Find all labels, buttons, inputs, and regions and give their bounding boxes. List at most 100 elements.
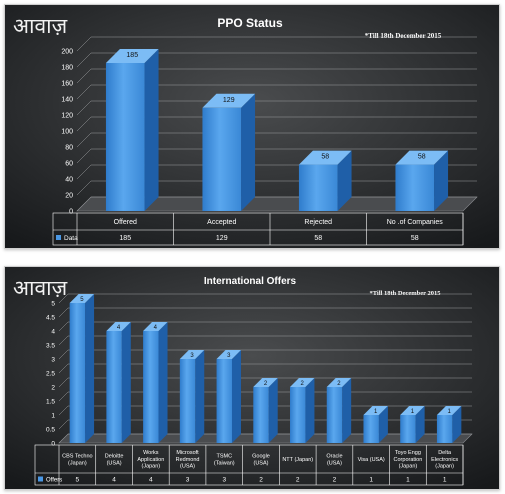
- bar-side: [121, 322, 131, 443]
- bar-top: [363, 406, 388, 415]
- bar-side: [241, 93, 256, 211]
- gridline-depth: [58, 419, 69, 430]
- bar-value-label: 58: [418, 154, 426, 161]
- gridline-depth: [76, 52, 92, 68]
- bar-value-label: 2: [301, 381, 305, 387]
- bar-top: [105, 49, 159, 63]
- category-label-line: (Japan): [399, 464, 418, 470]
- bar-value-label: 3: [227, 353, 231, 359]
- bar: [395, 164, 435, 211]
- y-tick-label: 60: [65, 161, 73, 168]
- legend-key: [56, 235, 61, 240]
- data-table-value: 1: [443, 477, 447, 484]
- data-table-value: 2: [259, 477, 263, 484]
- gridline-depth: [76, 180, 92, 196]
- ppo-status-chart: आवाज़ PPO Status *Till 18th December 2015 0…: [5, 5, 499, 248]
- category-label: Microsoft Redmond (USA): [176, 450, 200, 469]
- bar-side: [144, 49, 159, 211]
- category-label-line: No .of Companies: [387, 219, 444, 226]
- bar-top: [400, 406, 425, 415]
- bar-value-label: 1: [411, 409, 415, 415]
- bar-side: [415, 406, 425, 443]
- y-tick-label: 120: [61, 113, 73, 120]
- bar-value-label: 2: [264, 381, 268, 387]
- y-tick-label: 3.5: [46, 343, 55, 350]
- category-label-line: Google: [252, 454, 270, 460]
- bar-side: [434, 150, 449, 211]
- gridline-depth: [76, 148, 92, 164]
- y-tick-label: 160: [61, 81, 73, 88]
- bar: [400, 415, 416, 443]
- gridline-depth: [58, 307, 69, 318]
- category-label-line: Toyo Engg: [395, 450, 421, 456]
- y-tick-label: 200: [61, 49, 73, 56]
- bar: [326, 387, 343, 443]
- bar-value-label: 129: [223, 97, 235, 104]
- international-offers-chart: आवाज़ International Offers *Till 18th Dece…: [5, 267, 499, 489]
- bar-top: [69, 294, 95, 303]
- bar-value-label: 1: [374, 409, 378, 415]
- bar-value-label: 2: [337, 381, 341, 387]
- data-table-value: 1: [406, 477, 410, 484]
- data-table-value: 129: [216, 235, 228, 242]
- category-label: Accepted: [207, 219, 236, 226]
- bar-top: [143, 322, 168, 331]
- bar-top: [326, 378, 352, 387]
- category-label: Toyo Engg Corporation (Japan): [394, 450, 423, 469]
- bar: [69, 303, 86, 443]
- category-label-line: Offered: [114, 219, 137, 226]
- bar: [290, 387, 306, 443]
- category-label: Offered: [114, 219, 137, 226]
- bar-side: [158, 322, 168, 443]
- category-label-line: Visa (USA): [358, 457, 385, 463]
- bar-top: [202, 93, 256, 108]
- y-tick-label: 100: [61, 129, 73, 136]
- category-label-line: Application: [137, 457, 164, 463]
- category-label: Google (USA): [252, 454, 270, 467]
- bar: [298, 164, 338, 211]
- gridline-depth: [76, 164, 92, 180]
- chart-title: PPO Status: [217, 16, 283, 30]
- bar-side: [378, 406, 388, 443]
- category-label-line: (Taiwan): [214, 460, 235, 466]
- bar-value-label: 4: [117, 325, 121, 331]
- category-label: Oracle (USA): [326, 454, 342, 467]
- bar: [216, 359, 232, 443]
- gridline-depth: [76, 68, 92, 84]
- bar-top: [253, 378, 278, 387]
- category-label: Works Application (Japan): [137, 450, 164, 469]
- ppo-status-panel: आवाज़ PPO Status *Till 18th December 2015 0…: [4, 4, 500, 249]
- y-tick-label: 2: [51, 385, 55, 392]
- chart-logo: आवाज़: [13, 276, 68, 300]
- legend-label: Offers: [46, 477, 62, 483]
- category-label-line: Redmond: [176, 457, 200, 463]
- bar: [436, 415, 453, 443]
- y-tick-label: 0: [69, 209, 73, 216]
- gridline-depth: [76, 116, 92, 132]
- bar-top: [290, 378, 315, 387]
- legend-label: Data: [64, 235, 78, 242]
- category-label-line: Delta: [438, 450, 452, 456]
- bar: [106, 331, 122, 443]
- y-tick-label: 180: [61, 65, 73, 72]
- category-label-line: (Japan): [435, 464, 454, 470]
- bar: [105, 63, 145, 211]
- gridline-depth: [76, 132, 92, 148]
- data-table-value: 58: [314, 235, 322, 242]
- international-offers-panel: आवाज़ International Offers *Till 18th Dece…: [4, 266, 500, 490]
- data-table-value: 2: [296, 477, 300, 484]
- category-label-line: Microsoft: [176, 450, 199, 456]
- gridline-depth: [76, 100, 92, 116]
- gridline-depth: [58, 391, 69, 402]
- gridline-depth: [76, 196, 92, 212]
- category-label: Visa (USA): [358, 457, 385, 463]
- bar-value-label: 5: [80, 297, 84, 303]
- category-label-line: (USA): [254, 460, 269, 466]
- legend-key: [38, 476, 43, 482]
- bar-side: [342, 378, 352, 443]
- bar: [363, 415, 379, 443]
- category-label-line: (USA): [327, 460, 342, 466]
- bar: [202, 107, 242, 211]
- category-label: Deloitte (USA): [105, 454, 124, 467]
- chart-title: International Offers: [204, 276, 297, 287]
